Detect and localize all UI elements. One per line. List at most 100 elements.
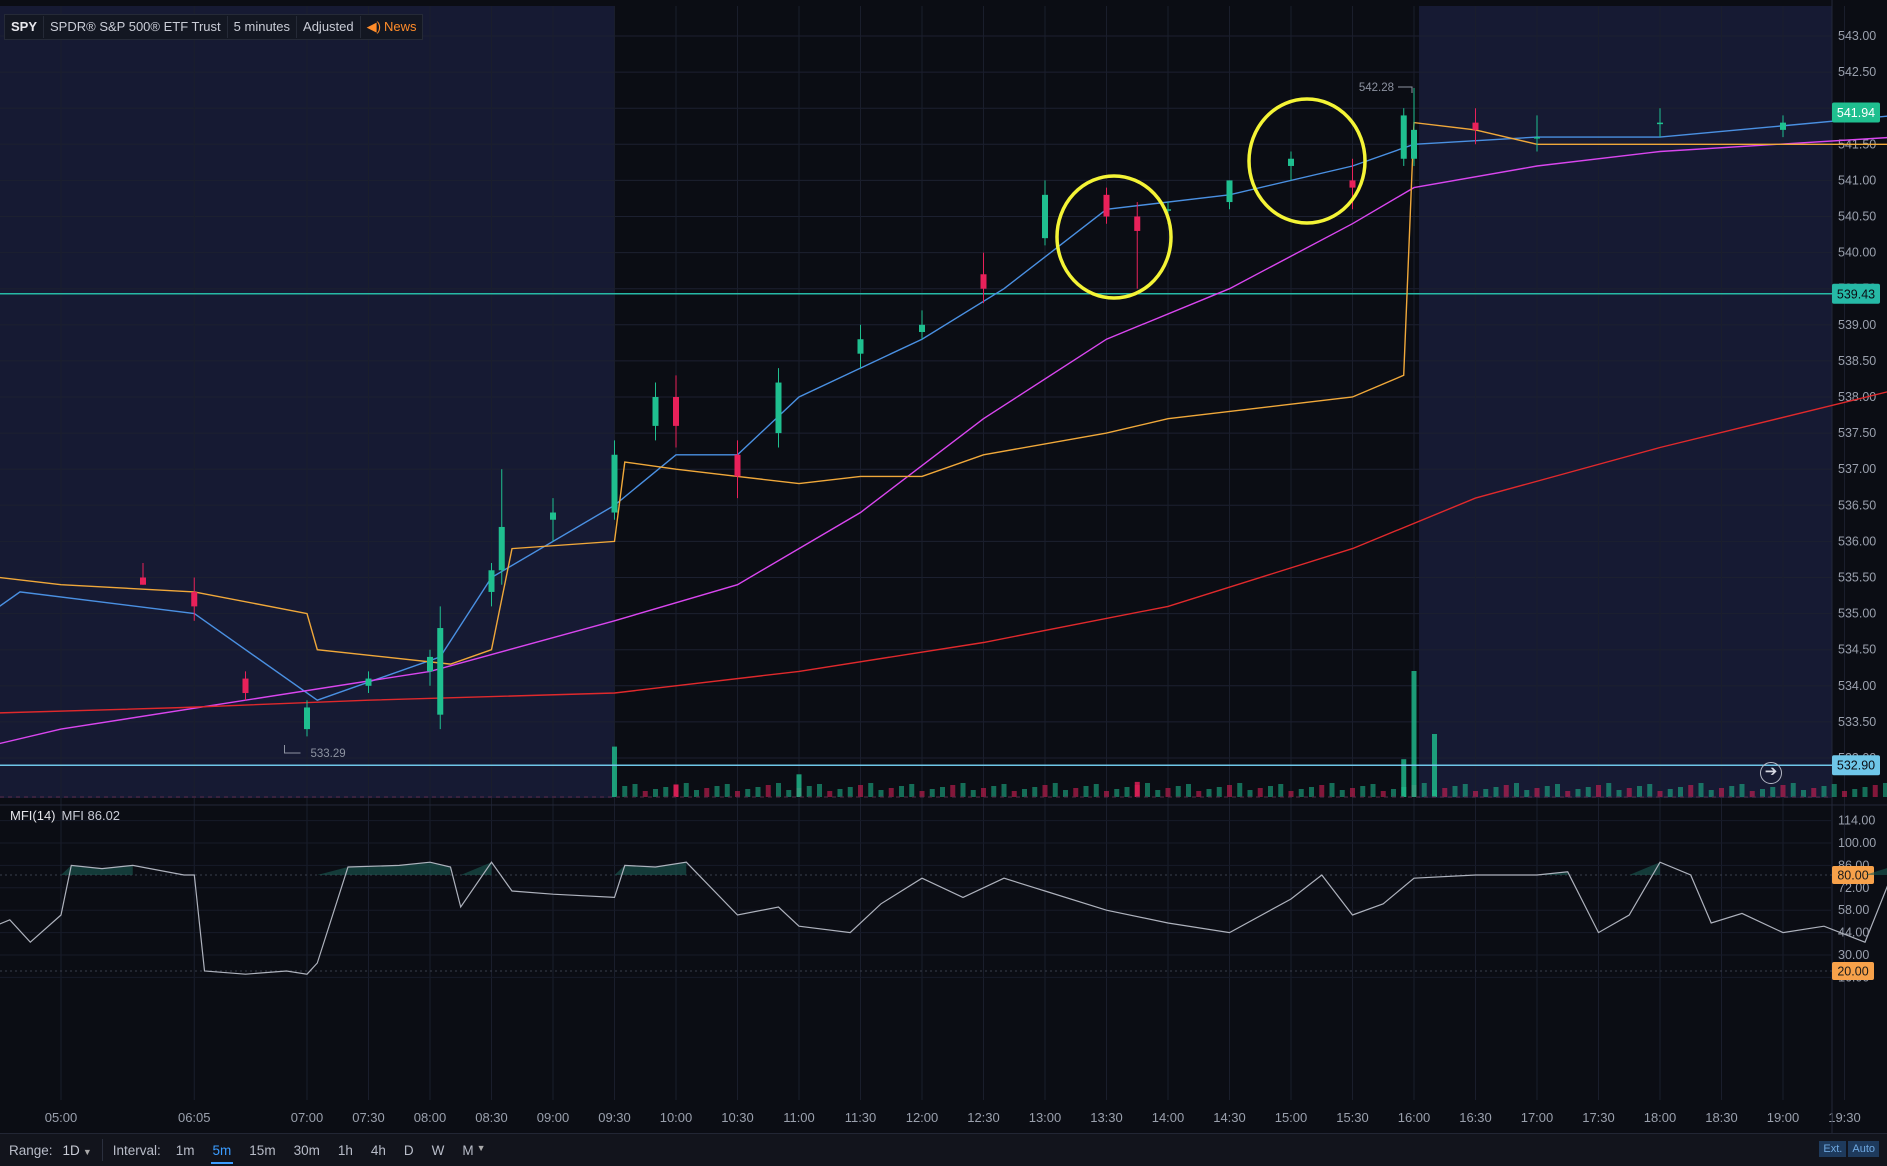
series-line-vwap [0,121,1887,665]
news-button[interactable]: ◀) News [366,19,417,34]
candle [775,368,782,448]
chart-canvas[interactable]: 543.00542.50542.00541.50541.00540.50540.… [0,0,1887,1133]
volume-bar [1667,789,1673,797]
volume-bar [827,791,833,797]
volume-bar [1309,787,1314,797]
interval-30m[interactable]: 30m [293,1142,320,1158]
price-level-badge: 532.90 [1832,755,1880,776]
volume-bar [1657,791,1663,797]
auto-scale-toggle[interactable]: Auto [1848,1141,1879,1157]
volume-bar [806,786,812,797]
volume-bar [1462,784,1468,797]
candle [734,440,741,499]
volume-bar [632,784,638,797]
time-tick-label: 08:00 [414,1110,447,1125]
volume-bar [817,784,822,797]
volume-bar [1811,788,1817,797]
volume-bar [1011,791,1017,797]
grid-lines [0,6,1845,1100]
volume-bar [929,789,935,797]
bottom-toolbar: Range: 1D ▼ Interval: 1m 5m 15m 30m 1h 4h D W M ▼ … [0,1133,1887,1166]
volume-bar [1155,790,1161,797]
candle [652,382,659,441]
time-tick-label: 17:30 [1582,1110,1615,1125]
candle-body [1472,122,1479,130]
volume-bar [1052,783,1058,797]
candle-body [1400,115,1407,159]
candle [1134,202,1141,289]
candle-body [1349,180,1356,188]
interval-W[interactable]: W [431,1142,445,1158]
chart-header: SPY SPDR® S&P 500® ETF Trust 5 minutes A… [4,14,424,40]
volume-bar [970,790,976,797]
adjustment-label[interactable]: Adjusted [297,16,361,38]
caret-down-icon[interactable]: ▼ [476,1142,486,1153]
candle [980,252,987,304]
volume-bar [1493,787,1499,797]
candle-body [498,526,505,571]
time-tick-label: 15:30 [1336,1110,1369,1125]
volume-bar [714,786,720,797]
candle-body [1134,216,1141,231]
volume-bar [1555,784,1560,797]
volume-bar [1626,788,1632,797]
candle-body [980,274,987,289]
divider [101,1139,103,1161]
volume-bar [1104,791,1109,797]
interval-M[interactable]: M [462,1142,474,1158]
caret-down-icon: ▼ [82,1146,92,1157]
volume-bar [1319,785,1325,797]
volume-bar [735,791,740,797]
volume-bar [796,774,802,797]
volume-bar [776,783,781,797]
price-tick-label: 533.50 [1838,715,1876,729]
time-tick-label: 19:30 [1828,1110,1861,1125]
candle-body [304,707,310,730]
volume-bar [868,783,874,797]
price-tick-label: 536.50 [1838,498,1876,512]
volume-bar [1503,785,1509,797]
interval-D[interactable]: D [403,1142,414,1158]
time-tick-label: 07:30 [352,1110,385,1125]
interval-4h[interactable]: 4h [370,1142,386,1158]
candle-body [550,512,556,520]
volume-bar [1770,787,1776,797]
symbol-label[interactable]: SPY [5,16,45,38]
last-price-badge: 541.94 [1832,102,1880,123]
time-tick-label: 07:00 [291,1110,324,1125]
volume-bar [1585,787,1591,797]
time-tick-label: 16:30 [1459,1110,1492,1125]
volume-bar [724,784,730,797]
volume-bar [694,790,699,797]
volume-bar [1401,759,1407,797]
mfi-indicator-label[interactable]: MFI(14) MFI 86.02 [10,808,120,823]
volume-bar [1708,790,1714,797]
volume-bar [1216,787,1222,797]
mfi-tick-label: 72.00 [1838,881,1869,895]
interval-1m[interactable]: 1m [175,1142,195,1158]
scroll-to-latest-icon[interactable]: ➔ [1760,762,1782,784]
interval-5m[interactable]: 5m [210,1142,234,1164]
price-tick-label: 537.00 [1838,462,1876,476]
last-price-bg [1832,102,1880,123]
volume-bar [981,788,986,797]
range-select[interactable]: 1D ▼ [62,1142,92,1158]
candle-body [652,397,659,426]
volume-bar [1175,786,1181,797]
afterhours-shading [1419,6,1832,798]
timeframe-label[interactable]: 5 minutes [228,16,298,38]
mfi-name: MFI(14) [10,808,56,823]
price-tick-label: 540.50 [1838,210,1876,224]
ext-toggle[interactable]: Ext. [1819,1141,1847,1157]
volume-bar [1298,789,1304,797]
candle-body [437,628,444,715]
interval-15m[interactable]: 15m [249,1142,276,1158]
volume-bar [1083,786,1089,797]
low-marker [284,745,301,754]
candle [611,440,618,520]
candle-body [919,324,925,333]
interval-1h[interactable]: 1h [337,1142,353,1158]
volume-bar [1350,788,1355,797]
mfi-band-badge-bg [1832,962,1874,980]
candle-body [140,577,146,585]
